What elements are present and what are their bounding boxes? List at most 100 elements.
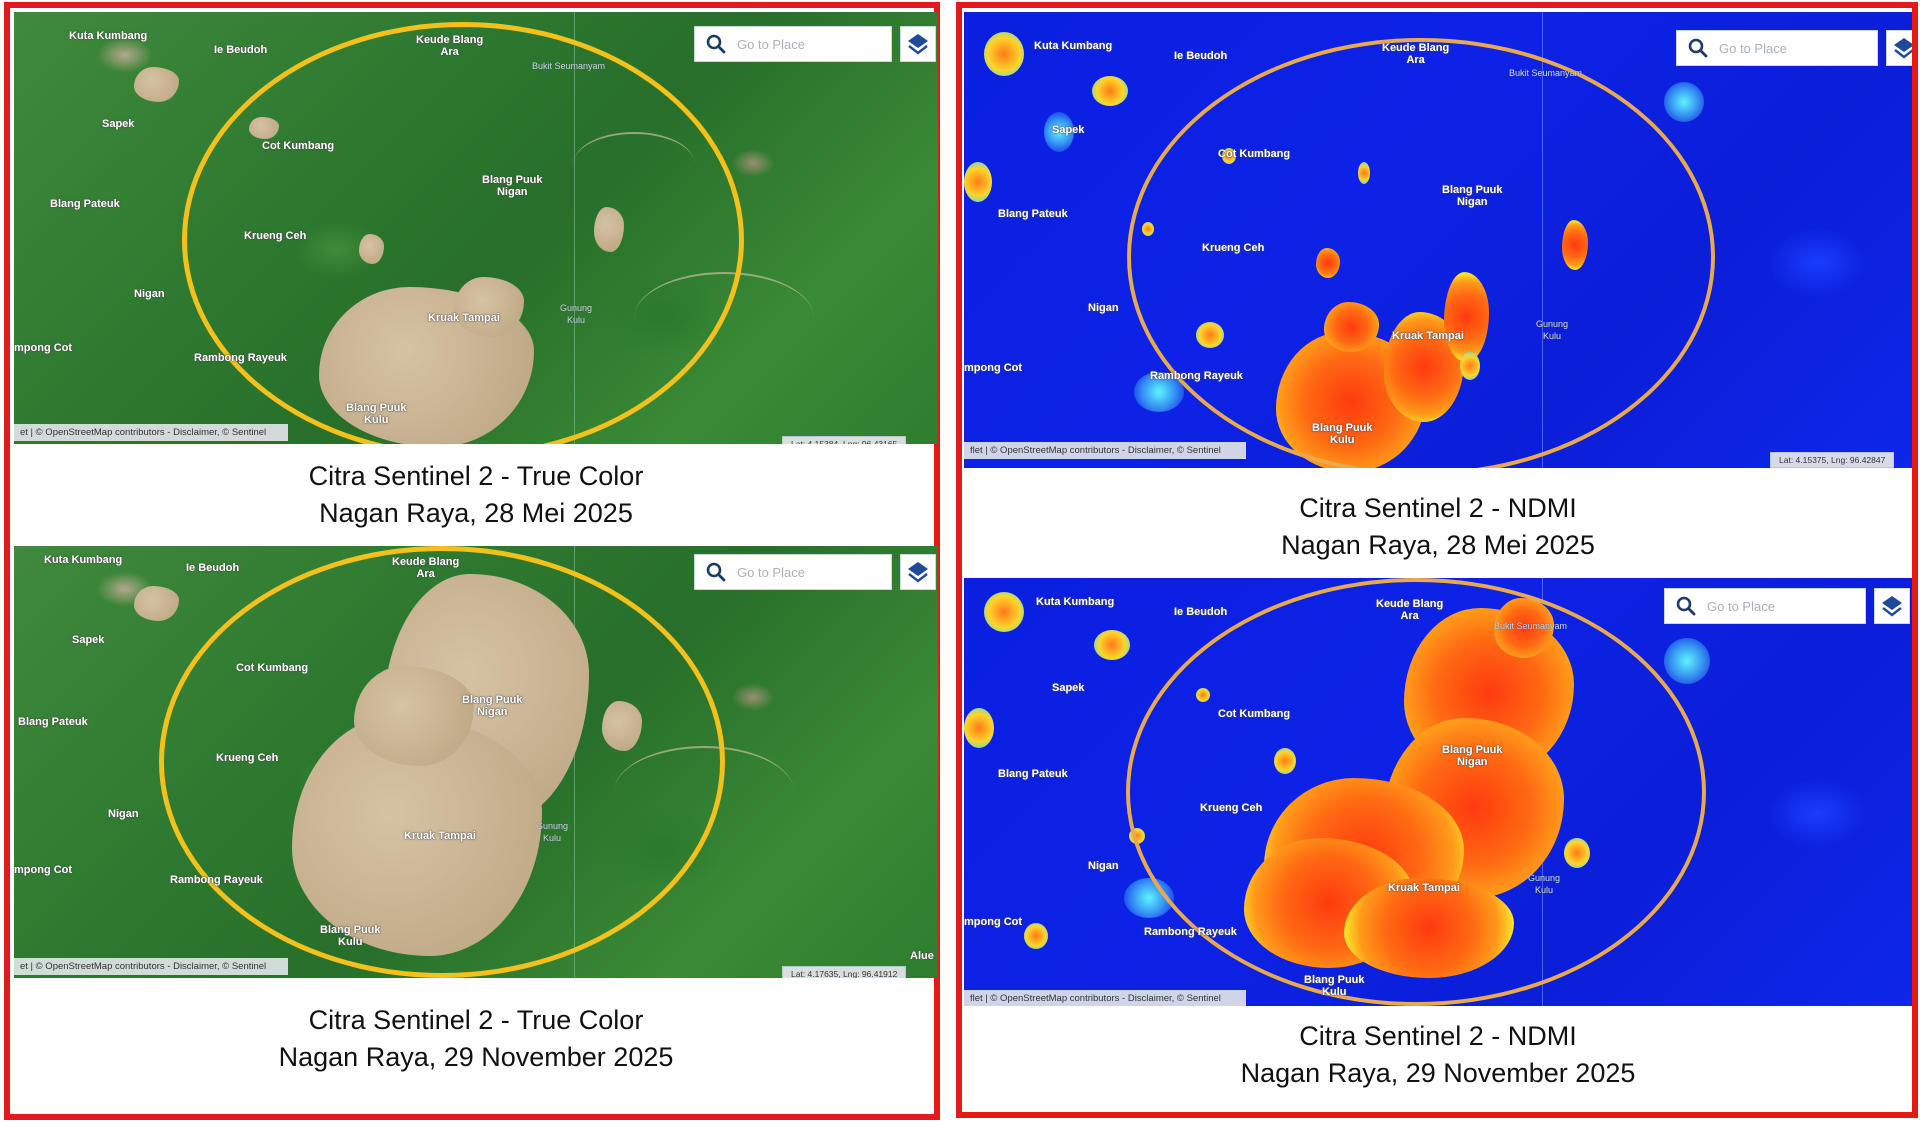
place-label: mpong Cot	[964, 362, 1023, 374]
place-label: Blang Puuk Nigan	[482, 174, 543, 198]
place-label: Blang Puuk Kulu	[320, 924, 381, 948]
go-to-place-search[interactable]: Go to Place	[694, 26, 892, 62]
truecolor-may-map[interactable]: Kuta Kumbang Ie Beudoh Keude Blang Ara Bu…	[14, 12, 938, 444]
place-label: Ie Beudoh	[1174, 606, 1228, 618]
ndmi-nov-caption: Citra Sentinel 2 - NDMI Nagan Raya, 29 N…	[1240, 1021, 1636, 1088]
place-label: Blang Puuk Nigan	[1442, 744, 1503, 768]
truecolor-nov-map[interactable]: Kuta Kumbang Ie Beudoh Keude Blang Ara Sa…	[14, 546, 938, 978]
place-label: Keude Blang Ara	[392, 556, 460, 580]
ndmi-may-caption: Citra Sentinel 2 - NDMI Nagan Raya, 28 M…	[1281, 493, 1595, 560]
place-label: Nigan	[1088, 860, 1119, 872]
truecolor-comparison-frame: Kuta Kumbang Ie Beudoh Keude Blang Ara Bu…	[4, 2, 940, 1120]
place-label: Cot Kumbang	[1218, 708, 1291, 720]
map-attribution: flet | © OpenStreetMap contributors - Di…	[964, 990, 1246, 1006]
place-label: Rambong Rayeuk	[1150, 370, 1243, 382]
truecolor-may-panel: Kuta Kumbang Ie Beudoh Keude Blang Ara Bu…	[14, 12, 938, 542]
place-label: Cot Kumbang	[1218, 148, 1291, 160]
place-label: Keude Blang Ara	[1376, 598, 1444, 622]
place-label: Keude Blang Ara	[1382, 42, 1450, 66]
truecolor-nov-caption: Citra Sentinel 2 - True Color Nagan Raya…	[278, 1005, 674, 1072]
search-icon	[705, 33, 727, 55]
place-label: mpong Cot	[964, 916, 1023, 928]
cursor-coordinates: Lat: 4.15384, Lng: 96.43165	[782, 436, 907, 444]
place-label: Sapek	[102, 118, 135, 130]
ndmi-comparison-frame: Kuta Kumbang Ie Beudoh Keude Blang Ara Bu…	[956, 2, 1918, 1118]
search-placeholder: Go to Place	[1707, 598, 1775, 614]
place-label: Krueng Ceh	[244, 230, 307, 242]
place-label: Sapek	[1052, 682, 1085, 694]
place-label: Rambong Rayeuk	[194, 352, 287, 364]
map-attribution: et | © OpenStreetMap contributors - Disc…	[14, 958, 288, 975]
place-label: Kuta Kumbang	[1034, 40, 1113, 52]
place-label: mpong Cot	[14, 864, 73, 876]
place-label: mpong Cot	[14, 342, 73, 354]
cursor-coordinates: Lat: 4.15375, Lng: 96.42847	[1770, 452, 1895, 468]
place-label: Kuta Kumbang	[1036, 596, 1115, 608]
place-label: Sapek	[72, 634, 105, 646]
place-label: Bukit Seumanyam	[532, 61, 606, 71]
place-label: Blang Pateuk	[998, 208, 1068, 220]
place-label: Krueng Ceh	[216, 752, 279, 764]
map-attribution: et | © OpenStreetMap contributors - Disc…	[14, 424, 288, 441]
place-label: Kruak Tampai	[1388, 882, 1460, 894]
search-placeholder: Go to Place	[1719, 40, 1787, 56]
place-label: Alue	[910, 950, 934, 962]
layers-button[interactable]	[1886, 30, 1912, 66]
place-label: Gunung Kulu	[1528, 873, 1561, 895]
search-placeholder: Go to Place	[737, 564, 805, 580]
search-icon	[705, 561, 727, 583]
place-label: Ie Beudoh	[214, 44, 268, 56]
place-label: Blang Pateuk	[18, 716, 88, 728]
place-label: Ie Beudoh	[1174, 50, 1228, 62]
place-label: Kuta Kumbang	[44, 554, 123, 566]
place-label: Kruak Tampai	[404, 830, 476, 842]
place-label: Keude Blang Ara	[416, 34, 484, 58]
place-label: Blang Puuk Kulu	[1304, 974, 1365, 998]
place-label: Gunung Kulu	[536, 821, 569, 843]
search-placeholder: Go to Place	[737, 36, 805, 52]
truecolor-nov-panel: Kuta Kumbang Ie Beudoh Keude Blang Ara Sa…	[14, 546, 938, 1116]
truecolor-may-caption: Citra Sentinel 2 - True Color Nagan Raya…	[308, 461, 644, 528]
place-label: Rambong Rayeuk	[1144, 926, 1237, 938]
layers-icon	[908, 562, 928, 583]
layers-button[interactable]	[900, 554, 936, 590]
layers-button[interactable]	[900, 26, 936, 62]
place-label: Krueng Ceh	[1202, 242, 1265, 254]
place-label: Blang Pateuk	[998, 768, 1068, 780]
layers-icon	[1882, 596, 1902, 617]
place-label: Blang Puuk Nigan	[462, 694, 523, 718]
ndmi-may-panel: Kuta Kumbang Ie Beudoh Keude Blang Ara Bu…	[964, 12, 1912, 574]
place-label: Blang Puuk Kulu	[346, 402, 407, 426]
layers-icon	[1894, 38, 1912, 59]
place-label: Cot Kumbang	[262, 140, 335, 152]
layers-icon	[908, 34, 928, 55]
place-label: Sapek	[1052, 124, 1085, 136]
place-label: Kuta Kumbang	[69, 30, 148, 42]
place-label: Nigan	[108, 808, 139, 820]
place-label: Nigan	[134, 288, 165, 300]
place-label: Blang Puuk Kulu	[1312, 422, 1373, 446]
place-label: Blang Pateuk	[50, 198, 120, 210]
place-label: Gunung Kulu	[1536, 319, 1569, 341]
search-icon	[1675, 595, 1697, 617]
place-label: Blang Puuk Nigan	[1442, 184, 1503, 208]
place-label: Bukit Seumanyam	[1509, 68, 1583, 78]
place-label: Cot Kumbang	[236, 662, 309, 674]
go-to-place-search[interactable]: Go to Place	[1664, 588, 1866, 624]
cursor-coordinates: Lat: 4.17635, Lng: 96.41912	[782, 966, 907, 978]
place-label: Nigan	[1088, 302, 1119, 314]
ndmi-nov-map[interactable]: Kuta Kumbang Ie Beudoh Keude Blang Ara Bu…	[964, 578, 1912, 1006]
place-label: Gunung Kulu	[560, 303, 593, 325]
search-icon	[1687, 37, 1709, 59]
place-label: Kruak Tampai	[1392, 330, 1464, 342]
place-label: Krueng Ceh	[1200, 802, 1263, 814]
place-label: Ie Beudoh	[186, 562, 240, 574]
go-to-place-search[interactable]: Go to Place	[694, 554, 892, 590]
layers-button[interactable]	[1874, 588, 1910, 624]
map-attribution: flet | © OpenStreetMap contributors - Di…	[964, 442, 1246, 459]
place-label: Rambong Rayeuk	[170, 874, 263, 886]
ndmi-may-map[interactable]: Kuta Kumbang Ie Beudoh Keude Blang Ara Bu…	[964, 12, 1912, 468]
go-to-place-search[interactable]: Go to Place	[1676, 30, 1878, 66]
place-label: Kruak Tampai	[428, 312, 500, 324]
ndmi-nov-panel: Kuta Kumbang Ie Beudoh Keude Blang Ara Bu…	[964, 578, 1912, 1112]
